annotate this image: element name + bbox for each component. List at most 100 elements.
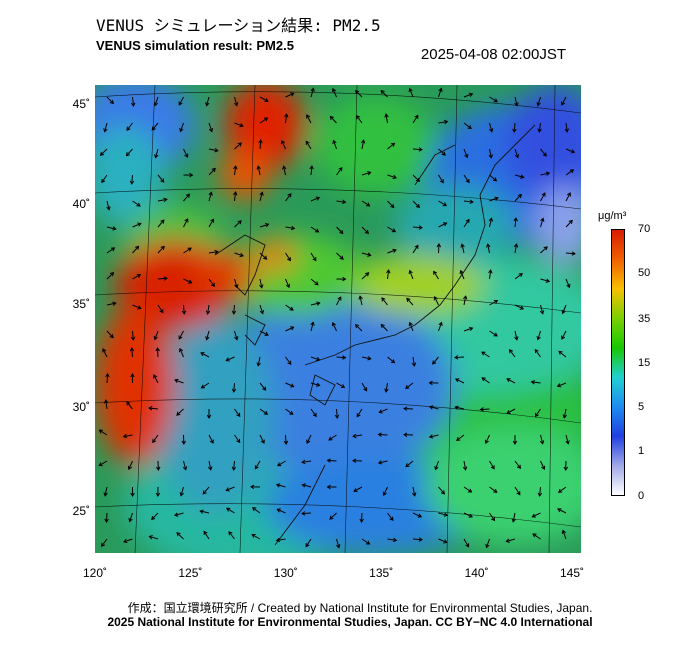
title-japanese: VENUS シミュレーション結果: PM2.5 — [96, 16, 381, 35]
wind-arrow-head — [354, 323, 360, 329]
wind-arrow-head — [316, 301, 321, 306]
wind-arrow-head — [290, 326, 295, 331]
wind-arrow — [285, 356, 292, 365]
wind-arrow — [540, 304, 544, 314]
wind-arrow-head — [455, 378, 460, 383]
wind-arrow-head — [537, 128, 542, 133]
wind-arrow-head — [541, 465, 546, 470]
wind-arrow-head — [360, 139, 366, 144]
wind-arrow-head — [264, 331, 269, 336]
wind-arrow — [361, 171, 371, 176]
wind-arrow-head — [182, 466, 188, 471]
wind-arrow-head — [208, 191, 213, 196]
wind-arrow-head — [340, 384, 346, 389]
wind-arrow-head — [489, 128, 494, 133]
wind-arrow-head — [265, 222, 270, 228]
wind-arrow-head — [415, 203, 421, 209]
wind-arrow — [356, 115, 363, 124]
wind-arrow-head — [562, 414, 567, 419]
wind-arrow-head — [301, 483, 306, 488]
wind-arrow — [489, 512, 495, 521]
wind-arrow-head — [200, 384, 205, 389]
wind-arrow — [310, 356, 320, 361]
wind-arrow — [463, 200, 473, 203]
wind-arrow-head — [328, 436, 333, 441]
wind-arrow-head — [137, 305, 142, 310]
wind-arrow-head — [391, 228, 397, 233]
wind-arrow — [234, 330, 238, 340]
wind-arrow-head — [130, 492, 135, 497]
wind-arrow — [101, 538, 108, 547]
wind-arrow — [489, 460, 495, 470]
wind-arrow — [534, 349, 541, 358]
wind-arrow — [157, 277, 168, 280]
lon-label: 135˚ — [369, 566, 394, 580]
wind-arrow — [361, 200, 370, 207]
wind-arrow — [257, 356, 261, 366]
copyright-line: 2025 National Institute for Environmenta… — [107, 615, 593, 629]
wind-arrow — [301, 512, 312, 515]
wind-arrow — [132, 274, 141, 280]
wind-arrow-head — [275, 483, 281, 488]
wind-arrow — [489, 330, 498, 337]
wind-arrow-head — [155, 347, 160, 352]
wind-arrow-head — [128, 518, 133, 523]
wind-arrow-head — [153, 335, 158, 341]
lon-label: 130˚ — [273, 566, 298, 580]
wind-arrow — [412, 245, 419, 254]
wind-arrow — [259, 139, 262, 150]
wind-arrow — [565, 434, 569, 444]
wind-arrow-head — [356, 413, 361, 418]
wind-arrow — [131, 347, 133, 358]
wind-arrow-head — [384, 113, 389, 118]
wind-arrow — [132, 223, 142, 228]
wind-arrow — [514, 194, 522, 202]
wind-arrow-head — [181, 440, 186, 445]
wind-arrow — [329, 512, 337, 520]
wind-arrow — [132, 330, 134, 341]
wind-arrow — [306, 114, 312, 124]
wind-arrow-head — [260, 439, 265, 444]
wind-arrow-head — [276, 462, 282, 467]
wind-arrow-head — [433, 270, 438, 275]
wind-arrow — [310, 252, 317, 261]
wind-arrow-head — [210, 282, 215, 288]
wind-arrow — [310, 165, 313, 176]
wind-arrow-head — [382, 491, 387, 496]
wind-arrow — [336, 296, 342, 306]
wind-arrow — [378, 460, 388, 464]
wind-arrow-head — [439, 179, 444, 184]
wind-arrow — [361, 382, 368, 391]
wind-arrow-head — [178, 335, 183, 340]
wind-arrow — [99, 429, 108, 436]
wind-arrow — [535, 408, 541, 417]
wind-arrow — [489, 197, 499, 202]
wind-arrow-head — [239, 123, 244, 128]
wind-arrow-head — [493, 488, 498, 493]
wind-arrow — [183, 218, 189, 228]
wind-arrow — [259, 117, 268, 124]
wind-arrow — [455, 406, 465, 410]
wind-arrow-head — [301, 511, 306, 516]
wind-arrow — [387, 512, 394, 521]
wind-arrow-head — [352, 458, 357, 463]
wind-arrow-head — [405, 384, 410, 389]
wind-arrow-head — [312, 257, 317, 262]
wind-arrow — [106, 272, 114, 280]
wind-arrow-head — [237, 142, 242, 147]
wind-arrow — [481, 351, 490, 358]
wind-arrow — [336, 408, 338, 419]
wind-arrow — [463, 538, 469, 548]
wind-arrow — [106, 247, 115, 254]
wind-arrow — [106, 96, 114, 104]
wind-arrow — [233, 460, 235, 471]
wind-arrow — [183, 460, 187, 470]
wind-arrow — [540, 148, 547, 157]
wind-arrow-head — [468, 326, 474, 332]
wind-arrow-head — [105, 373, 110, 378]
wind-arrow-head — [263, 117, 269, 122]
pm25-map — [75, 75, 615, 575]
wind-arrow — [254, 460, 261, 469]
wind-arrow-head — [188, 279, 193, 284]
wind-arrow — [259, 96, 269, 102]
